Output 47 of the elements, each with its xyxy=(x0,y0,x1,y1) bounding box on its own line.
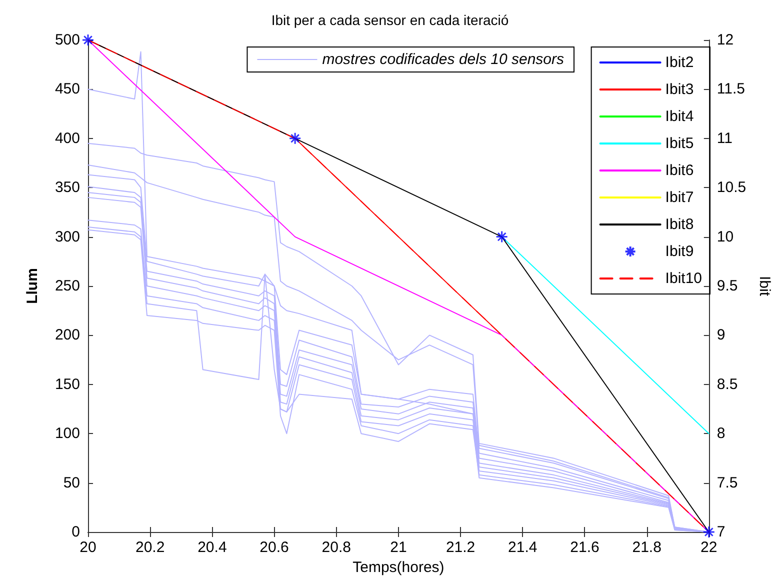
legend-label: Ibit7 xyxy=(665,189,694,206)
chart-title: Ibit per a cada sensor en cada iteració xyxy=(271,12,509,28)
y-tick-label: 100 xyxy=(54,425,80,442)
x-tick-label: 21 xyxy=(390,539,407,556)
y-tick-label: 500 xyxy=(54,32,80,48)
y2-tick-label: 7 xyxy=(716,524,726,540)
x-tick-label: 20.4 xyxy=(198,539,227,556)
y-tick-label: 250 xyxy=(54,278,80,294)
y2-tick-label: 10.5 xyxy=(716,179,746,196)
x-tick-label: 21.8 xyxy=(632,539,662,556)
y-tick-label: 350 xyxy=(54,179,80,196)
y-tick-label: 200 xyxy=(54,326,80,344)
legend-label: Ibit5 xyxy=(665,135,694,152)
y2-tick-label: 11 xyxy=(716,130,732,147)
x-tick-label: 20.8 xyxy=(322,539,351,556)
y2-tick-label: 9 xyxy=(716,326,726,344)
legend-label: Ibit8 xyxy=(665,216,694,233)
y-axis-title: Llum xyxy=(24,268,41,304)
y-tick-label: 450 xyxy=(54,80,80,98)
legend-label: Ibit4 xyxy=(665,108,694,125)
y2-tick-label: 11.5 xyxy=(716,80,745,98)
x-tick-label: 20 xyxy=(80,539,96,556)
x-tick-label: 21.4 xyxy=(508,539,538,556)
legend-label: Ibit3 xyxy=(665,81,694,98)
x-tick-label: 20.2 xyxy=(135,539,165,556)
y2-tick-label: 9.5 xyxy=(716,278,738,294)
y2-tick-label: 8.5 xyxy=(716,376,738,393)
legend-label: mostres codificades dels 10 sensors xyxy=(322,51,564,68)
y2-tick-label: 10 xyxy=(716,228,734,246)
y-tick-label: 150 xyxy=(54,376,80,393)
y-tick-label: 0 xyxy=(72,524,80,540)
y2-tick-label: 8 xyxy=(716,425,726,442)
x-tick-label: 21.2 xyxy=(446,539,476,556)
y2-tick-label: 12 xyxy=(716,32,734,48)
x-tick-label: 21.6 xyxy=(570,539,600,556)
y2-tick-label: 7.5 xyxy=(716,474,738,492)
legend-label: Ibit2 xyxy=(665,54,694,71)
y-tick-label: 50 xyxy=(63,474,80,492)
x-tick-label: 22 xyxy=(700,539,718,556)
y-tick-label: 400 xyxy=(54,130,80,147)
y2-axis-title: Ibit xyxy=(756,276,773,297)
legend-label: Ibit9 xyxy=(665,243,694,260)
x-tick-label: 20.6 xyxy=(260,539,289,556)
x-axis-title: Temps(hores) xyxy=(352,559,444,576)
y-tick-label: 300 xyxy=(54,228,80,246)
legend-label: Ibit6 xyxy=(665,162,694,179)
legend-label: Ibit10 xyxy=(665,270,702,287)
